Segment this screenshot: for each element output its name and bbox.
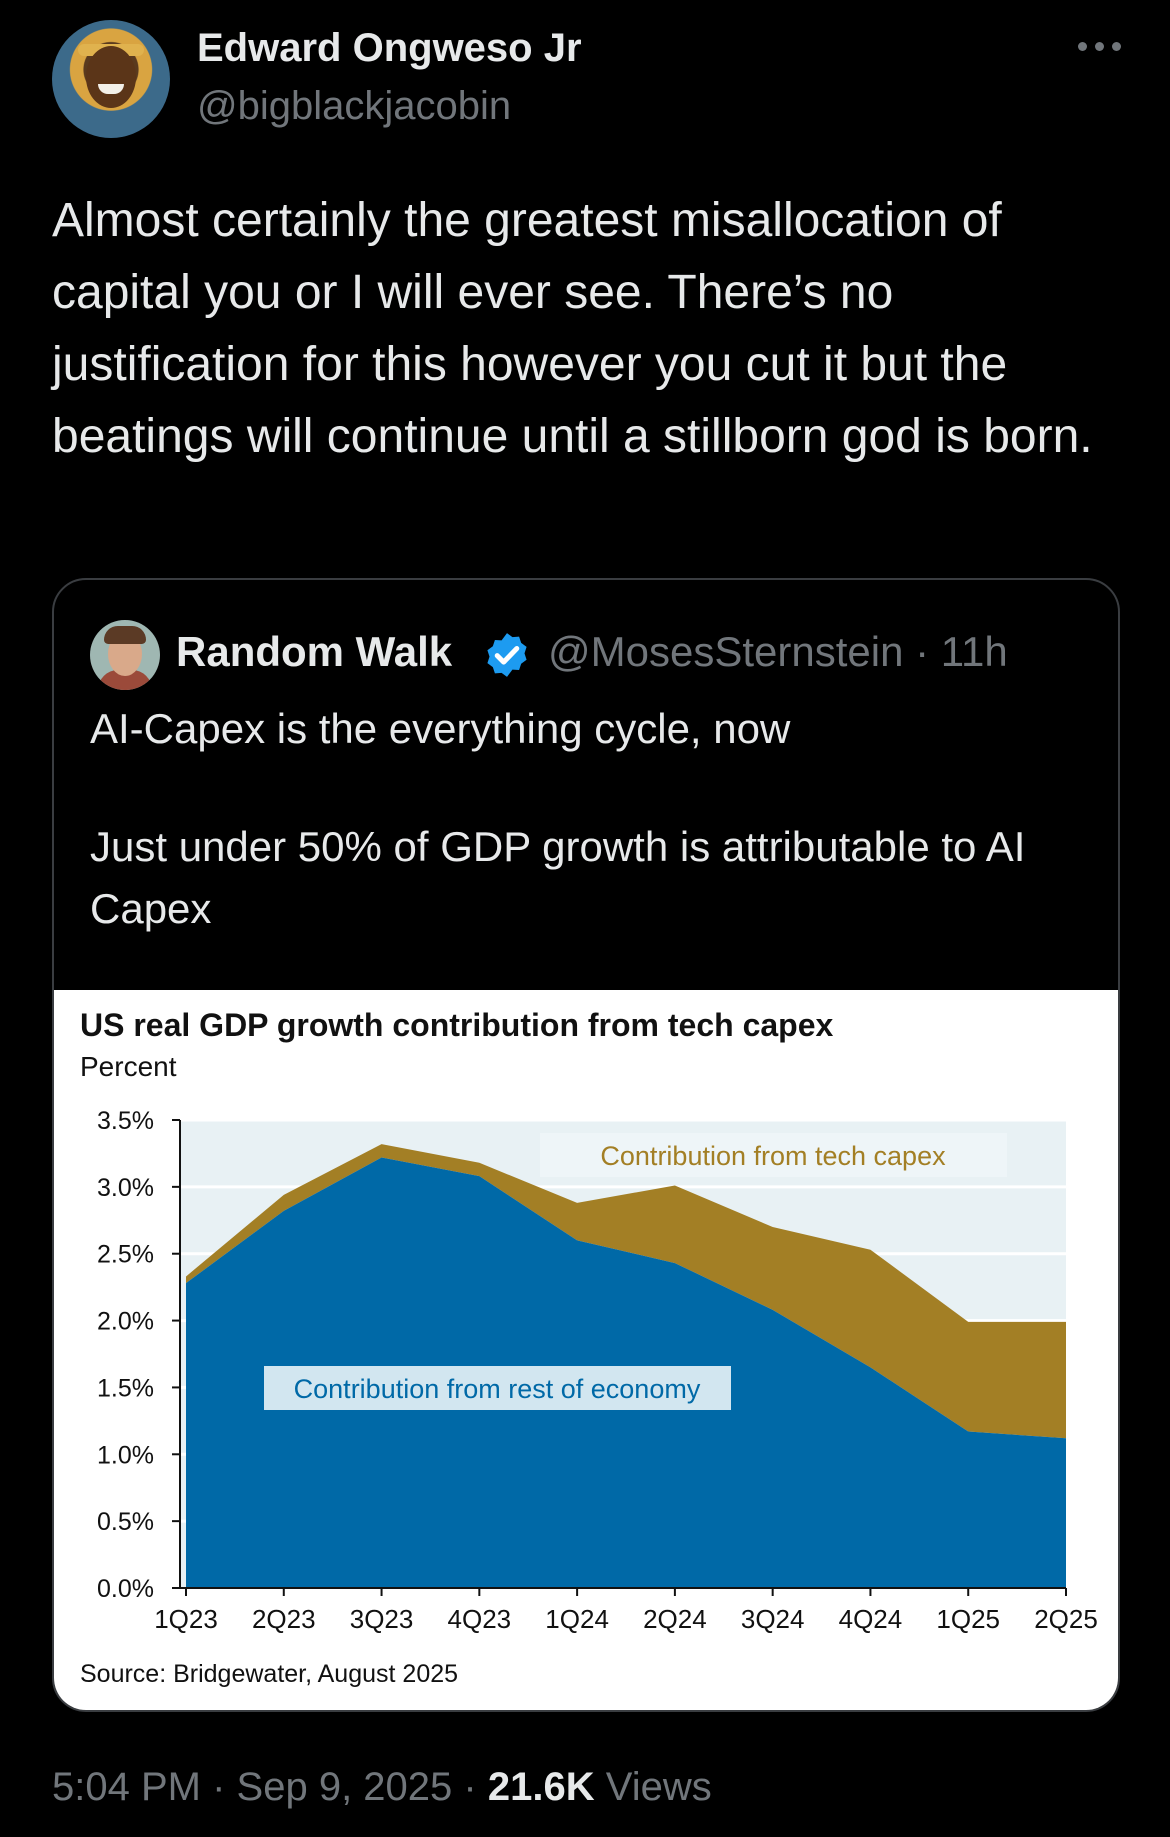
y-tick-label: 3.5% (97, 1107, 154, 1135)
x-tick-label: 1Q23 (154, 1604, 218, 1634)
x-tick-label: 4Q23 (448, 1604, 512, 1634)
meta-separator: · (463, 1765, 477, 1809)
tweet-text: Almost certainly the greatest misallocat… (52, 194, 1093, 463)
y-tick-label: 2.5% (97, 1241, 154, 1269)
quoted-tweet-card[interactable]: Random Walk @MosesSternstein · 11h AI-Ca… (52, 578, 1120, 1712)
y-tick-label: 2.0% (97, 1308, 154, 1336)
quoted-text-line: Just under 50% of GDP growth is attribut… (90, 823, 1026, 932)
legend-label-tech-capex: Contribution from tech capex (600, 1141, 946, 1171)
avatar-body (98, 670, 152, 690)
quoted-text-line: AI-Capex is the everything cycle, now (90, 705, 791, 752)
chart-image[interactable]: US real GDP growth contribution from tec… (54, 990, 1118, 1710)
author-name[interactable]: Edward Ongweso Jr (197, 26, 582, 70)
tweet-date[interactable]: Sep 9, 2025 (236, 1765, 453, 1809)
chart-source: Source: Bridgewater, August 2025 (80, 1660, 458, 1688)
tweet-meta: 5:04 PM · Sep 9, 2025 · 21.6K Views (52, 1765, 712, 1810)
y-tick-label: 1.5% (97, 1374, 154, 1402)
avatar-smile (98, 84, 124, 94)
quoted-author-meta: @MosesSternstein · 11h (548, 628, 1008, 676)
legend-label-bg-rest-of-economy (264, 1366, 731, 1410)
y-tick-label: 0.5% (97, 1508, 154, 1536)
x-tick-label: 1Q24 (545, 1604, 609, 1634)
x-tick-label: 2Q23 (252, 1604, 316, 1634)
legend-label-rest-of-economy: Contribution from rest of economy (294, 1374, 701, 1404)
quoted-author-avatar[interactable] (90, 620, 160, 690)
more-options-icon[interactable] (1078, 38, 1122, 54)
y-tick-label: 1.0% (97, 1441, 154, 1469)
tweet-time[interactable]: 5:04 PM (52, 1765, 201, 1809)
chart-title: US real GDP growth contribution from tec… (80, 1007, 834, 1043)
x-tick-label: 2Q24 (643, 1604, 707, 1634)
tweet-header: Edward Ongweso Jr @bigblackjacobin (52, 20, 1122, 140)
x-tick-label: 2Q25 (1034, 1604, 1098, 1634)
quoted-tweet-text: AI-Capex is the everything cycle, now Ju… (90, 698, 1090, 940)
quoted-author-handle[interactable]: @MosesSternstein (548, 628, 904, 675)
verified-badge-icon (487, 633, 527, 677)
stacked-area-chart: US real GDP growth contribution from tec… (80, 1007, 1098, 1688)
x-tick-label: 3Q24 (741, 1604, 805, 1634)
x-tick-label: 4Q24 (839, 1604, 903, 1634)
chart-subtitle: Percent (80, 1051, 177, 1082)
avatar-face (86, 46, 136, 108)
x-tick-label: 3Q23 (350, 1604, 414, 1634)
author-avatar[interactable] (52, 20, 170, 138)
series-area-tech-capex (186, 1144, 1066, 1439)
y-tick-label: 3.0% (97, 1174, 154, 1202)
quoted-tweet-age: 11h (940, 628, 1008, 675)
author-handle[interactable]: @bigblackjacobin (197, 84, 512, 128)
x-tick-label: 1Q25 (936, 1604, 1000, 1634)
avatar-hair (104, 626, 146, 644)
legend-label-bg-tech-capex (540, 1133, 1007, 1177)
views-label: Views (605, 1765, 712, 1809)
y-tick-label: 0.0% (97, 1575, 154, 1603)
quoted-author-name[interactable]: Random Walk (176, 628, 453, 675)
meta-separator: · (212, 1765, 226, 1809)
views-count[interactable]: 21.6K (487, 1765, 595, 1809)
meta-separator: · (915, 628, 930, 675)
